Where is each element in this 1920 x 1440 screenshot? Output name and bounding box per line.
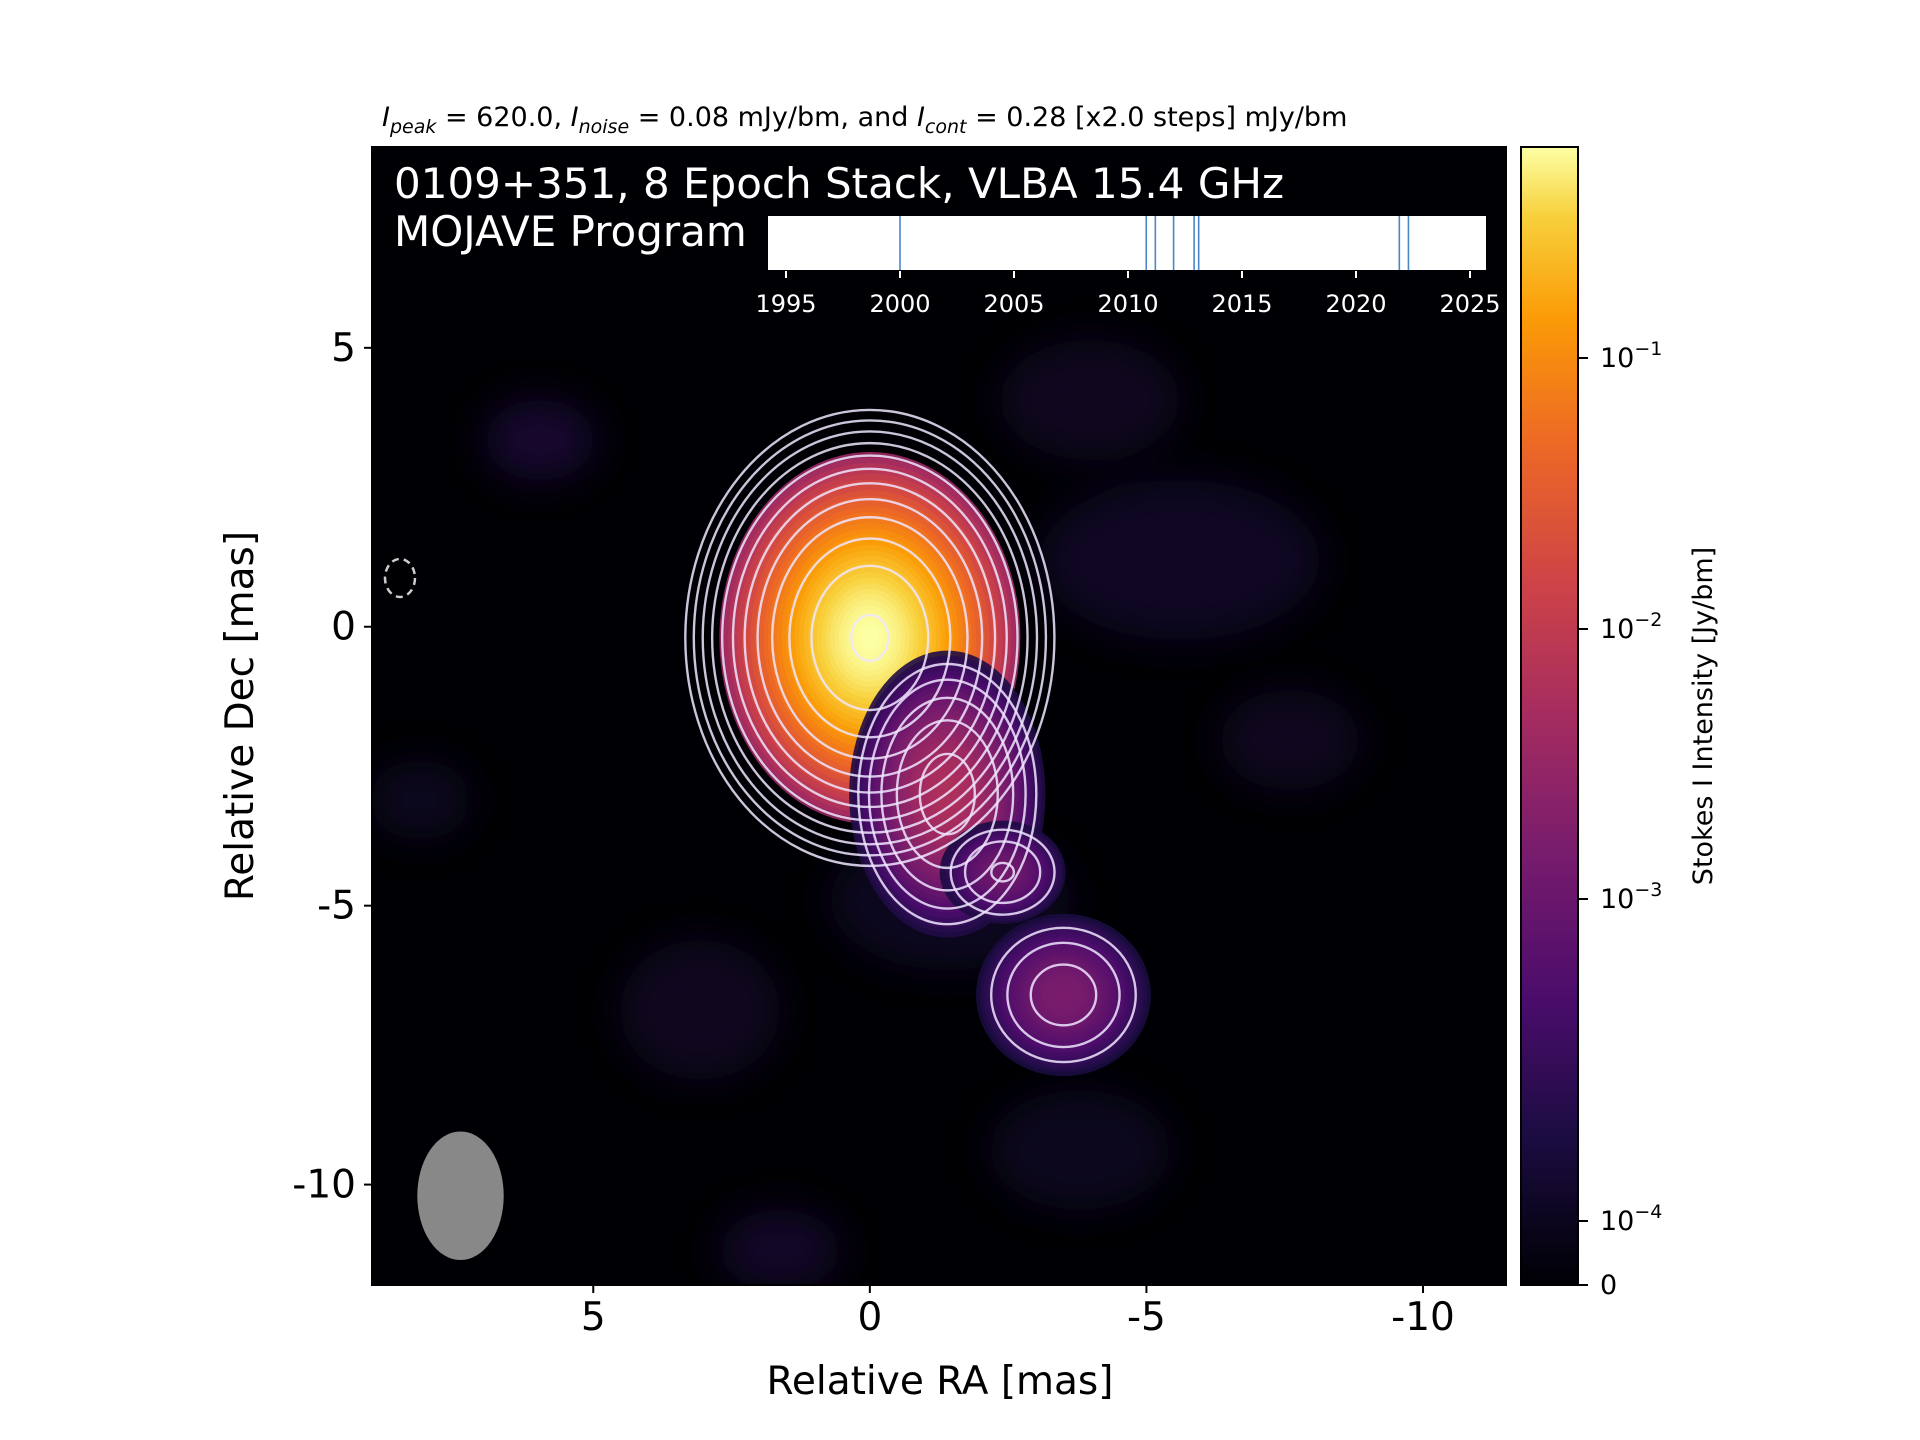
contour-line xyxy=(880,696,1015,892)
dashed-beam-marker xyxy=(383,557,417,599)
header-intensity-summary: Ipeak = 620.0, Inoise = 0.08 mJy/bm, and… xyxy=(382,102,1347,138)
x-tick-label: -5 xyxy=(1127,1295,1166,1340)
plot-title-line2: MOJAVE Program xyxy=(394,207,747,256)
timeline-tick-label: 2010 xyxy=(1097,290,1158,318)
contour-level xyxy=(692,419,1121,1049)
plot-title-line1: 0109+351, 8 Epoch Stack, VLBA 15.4 GHz xyxy=(394,159,1284,208)
intensity-ring xyxy=(1059,991,1068,999)
contour-line xyxy=(990,861,1016,883)
contour-level xyxy=(731,467,1008,809)
contour-line xyxy=(710,441,1029,834)
colorbar-tick-label: 0 xyxy=(1600,1270,1617,1301)
image-panel: 0109+351, 8 Epoch Stack, VLBA 15.4 GHz M… xyxy=(372,147,1506,1285)
contour-line xyxy=(701,430,1039,846)
intensity-ring xyxy=(865,632,875,644)
y-tick-label: 0 xyxy=(331,605,356,650)
contour-line xyxy=(743,482,997,794)
contour-line xyxy=(989,926,1137,1064)
contour-line xyxy=(895,719,999,870)
contour-line xyxy=(770,516,969,760)
contour-level xyxy=(743,482,997,794)
contour-line xyxy=(949,828,1056,916)
y-axis-label: Relative Dec [mas] xyxy=(218,531,263,901)
colorbar-tick-label: 10−2 xyxy=(1600,609,1662,645)
contour-level xyxy=(710,441,1029,870)
contour-line xyxy=(1006,941,1121,1049)
x-tick-label: 5 xyxy=(581,1295,606,1340)
x-tick-label: 0 xyxy=(857,1295,882,1340)
contour-level xyxy=(756,498,984,778)
colorbar-tick-label: 10−3 xyxy=(1600,879,1662,915)
contour-line xyxy=(692,419,1048,857)
contour-level xyxy=(770,516,969,760)
timeline-tick-label: 2015 xyxy=(1211,290,1272,318)
x-tick-label: -10 xyxy=(1391,1295,1455,1340)
y-tick-label: 5 xyxy=(331,326,356,371)
contour-line xyxy=(810,564,930,712)
contour-line xyxy=(788,537,952,739)
x-axis-label: Relative RA [mas] xyxy=(767,1359,1114,1404)
y-tick-label: -5 xyxy=(317,884,356,929)
epoch-timeline: 1995 2000 2005 2010 2015 2020 2025 xyxy=(755,216,1501,318)
contour-line xyxy=(731,467,1008,809)
colorbar-tick-label: 10−1 xyxy=(1600,338,1662,374)
y-axis: 5 0 -5 -10 xyxy=(292,326,372,1208)
timeline-tick-label: 2005 xyxy=(983,290,1044,318)
timeline-tick-label: 2000 xyxy=(869,290,930,318)
colorbar-label: Stokes I Intensity [Jy/bm] xyxy=(1688,547,1719,885)
contour-line xyxy=(721,454,1019,822)
colorbar-gradient xyxy=(1520,146,1579,1286)
contour-level xyxy=(850,613,890,663)
contour-level xyxy=(810,564,930,712)
contour-line xyxy=(684,408,1056,868)
timeline-tick-label: 2020 xyxy=(1325,290,1386,318)
y-tick-label: -10 xyxy=(292,1163,356,1208)
beam-ellipse xyxy=(417,1131,504,1261)
plot-frame xyxy=(371,146,1507,1286)
contour-group xyxy=(684,408,1137,1064)
contour-line xyxy=(963,840,1042,905)
contour-line xyxy=(756,498,984,778)
contour-line xyxy=(1029,963,1098,1027)
timeline-tick-label: 2025 xyxy=(1439,290,1500,318)
contour-line xyxy=(850,613,890,663)
colorbar: 10−1 10−2 10−3 10−4 0 Stokes I Intensity [Jy… xyxy=(1520,146,1719,1301)
contour-level xyxy=(701,430,1098,1027)
timeline-box xyxy=(768,216,1486,270)
contour-level xyxy=(788,537,952,739)
contour-line xyxy=(867,678,1027,910)
source-component xyxy=(975,913,1151,1077)
x-axis: 5 0 -5 -10 xyxy=(581,1285,1455,1340)
timeline-tick-label: 1995 xyxy=(755,290,816,318)
colorbar-tick-label: 10−4 xyxy=(1600,1201,1662,1237)
